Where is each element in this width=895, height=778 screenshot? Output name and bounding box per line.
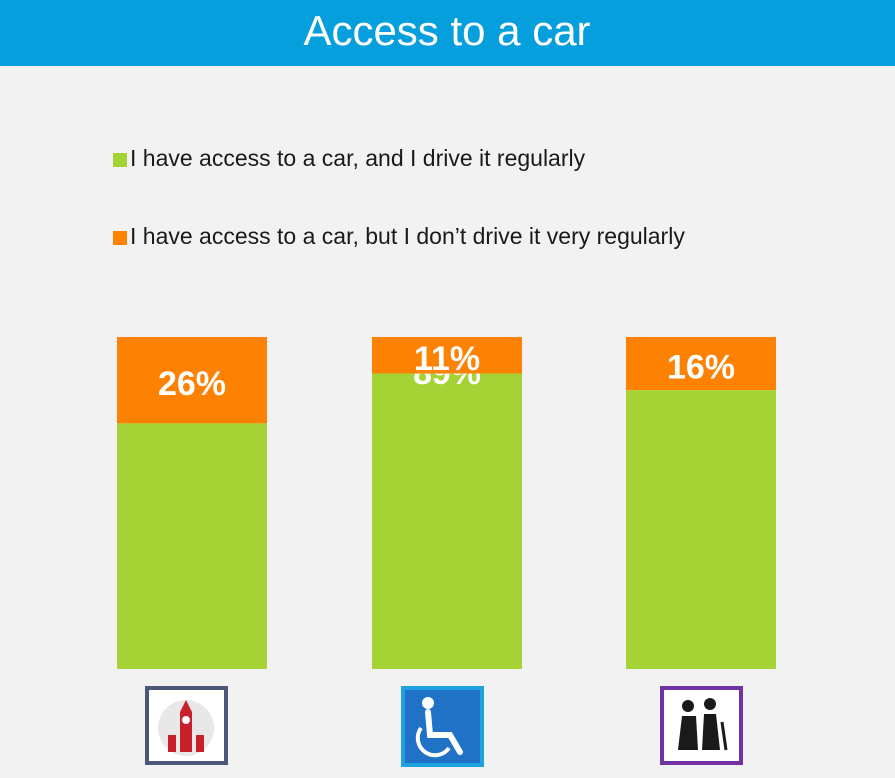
bar-segment bbox=[117, 423, 267, 669]
value-label: 26% bbox=[158, 365, 226, 403]
value-label: 16% bbox=[667, 349, 735, 387]
icon-elderly bbox=[660, 686, 743, 765]
legend-label: I have access to a car, and I drive it r… bbox=[130, 145, 586, 171]
bar-segment bbox=[626, 390, 776, 669]
legend-swatch bbox=[113, 153, 127, 167]
legend-label: I have access to a car, but I don’t driv… bbox=[130, 223, 685, 249]
bar-segment bbox=[372, 373, 522, 669]
title-bar bbox=[0, 0, 895, 66]
legend-swatch bbox=[113, 231, 127, 245]
icon-wheelchair bbox=[401, 686, 484, 767]
bar-segment bbox=[626, 337, 776, 391]
bar-segment bbox=[372, 337, 522, 374]
chart-title: Access to a car bbox=[303, 7, 590, 54]
icon-london bbox=[145, 686, 228, 765]
bar-segment bbox=[117, 337, 267, 424]
value-label: 11% bbox=[414, 340, 480, 378]
